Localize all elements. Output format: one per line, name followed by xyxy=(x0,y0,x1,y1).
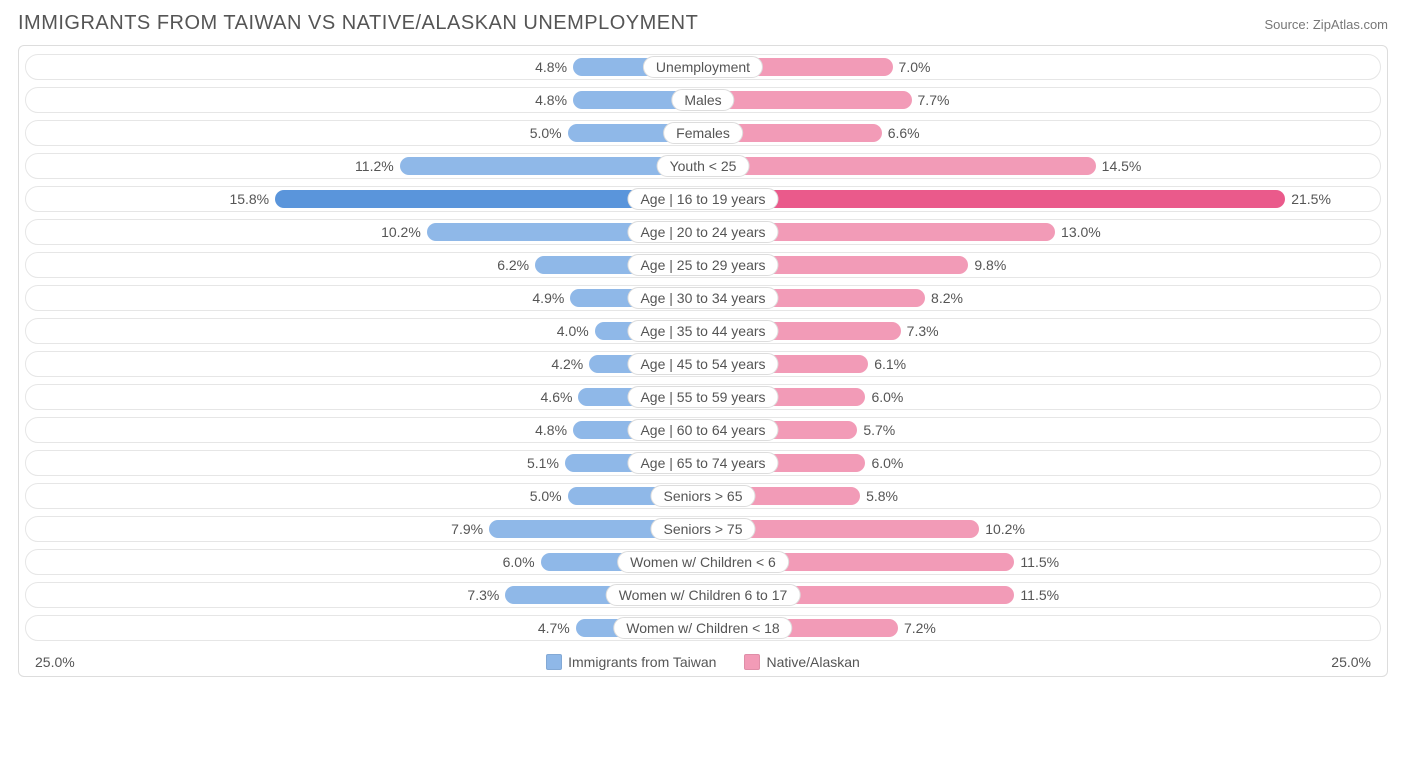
chart-row: 7.9% 10.2% Seniors > 75 xyxy=(25,516,1381,542)
category-label: Age | 35 to 44 years xyxy=(627,320,778,342)
value-right: 5.7% xyxy=(863,422,895,438)
value-right: 6.6% xyxy=(888,125,920,141)
value-left: 4.2% xyxy=(551,356,583,372)
value-right: 8.2% xyxy=(931,290,963,306)
value-left: 6.2% xyxy=(497,257,529,273)
category-label: Youth < 25 xyxy=(657,155,750,177)
value-right: 9.8% xyxy=(974,257,1006,273)
bar-right xyxy=(703,190,1285,208)
value-left: 4.0% xyxy=(557,323,589,339)
chart-row: 5.0% 6.6% Females xyxy=(25,120,1381,146)
value-left: 6.0% xyxy=(503,554,535,570)
value-left: 11.2% xyxy=(355,158,394,174)
value-left: 4.8% xyxy=(535,422,567,438)
category-label: Seniors > 65 xyxy=(651,485,756,507)
value-left: 4.7% xyxy=(538,620,570,636)
chart-row: 4.2% 6.1% Age | 45 to 54 years xyxy=(25,351,1381,377)
category-label: Unemployment xyxy=(643,56,763,78)
category-label: Females xyxy=(663,122,743,144)
category-label: Males xyxy=(671,89,734,111)
chart-row: 6.0% 11.5% Women w/ Children < 6 xyxy=(25,549,1381,575)
chart-axis: 25.0% Immigrants from Taiwan Native/Alas… xyxy=(25,648,1381,672)
value-right: 11.5% xyxy=(1020,554,1059,570)
category-label: Women w/ Children < 18 xyxy=(613,617,792,639)
diverging-bar-chart: 4.8% 7.0% Unemployment 4.8% 7.7% Males 5.0% 6.6… xyxy=(18,45,1388,677)
axis-left-max: 25.0% xyxy=(35,654,75,670)
chart-row: 4.8% 7.0% Unemployment xyxy=(25,54,1381,80)
category-label: Age | 25 to 29 years xyxy=(627,254,778,276)
value-left: 5.0% xyxy=(530,125,562,141)
chart-row: 6.2% 9.8% Age | 25 to 29 years xyxy=(25,252,1381,278)
category-label: Age | 45 to 54 years xyxy=(627,353,778,375)
value-left: 5.0% xyxy=(530,488,562,504)
value-left: 4.6% xyxy=(541,389,573,405)
chart-legend: Immigrants from Taiwan Native/Alaskan xyxy=(546,654,860,670)
chart-row: 4.0% 7.3% Age | 35 to 44 years xyxy=(25,318,1381,344)
category-label: Age | 30 to 34 years xyxy=(627,287,778,309)
value-left: 4.8% xyxy=(535,92,567,108)
chart-row: 4.6% 6.0% Age | 55 to 59 years xyxy=(25,384,1381,410)
value-right: 13.0% xyxy=(1061,224,1101,240)
category-label: Age | 20 to 24 years xyxy=(627,221,778,243)
chart-row: 15.8% 21.5% Age | 16 to 19 years xyxy=(25,186,1381,212)
value-right: 10.2% xyxy=(985,521,1025,537)
category-label: Seniors > 75 xyxy=(651,518,756,540)
value-right: 6.0% xyxy=(871,389,903,405)
value-right: 7.3% xyxy=(907,323,939,339)
legend-label-left: Immigrants from Taiwan xyxy=(568,654,716,670)
value-right: 7.2% xyxy=(904,620,936,636)
value-right: 5.8% xyxy=(866,488,898,504)
legend-swatch-left xyxy=(546,654,562,670)
value-left: 7.3% xyxy=(467,587,499,603)
chart-rows: 4.8% 7.0% Unemployment 4.8% 7.7% Males 5.0% 6.6… xyxy=(25,54,1381,641)
value-left: 5.1% xyxy=(527,455,559,471)
chart-row: 4.9% 8.2% Age | 30 to 34 years xyxy=(25,285,1381,311)
value-left: 7.9% xyxy=(451,521,483,537)
chart-row: 4.8% 5.7% Age | 60 to 64 years xyxy=(25,417,1381,443)
value-left: 15.8% xyxy=(229,191,269,207)
value-right: 6.0% xyxy=(871,455,903,471)
bar-right xyxy=(703,157,1096,175)
legend-item-left: Immigrants from Taiwan xyxy=(546,654,716,670)
value-right: 11.5% xyxy=(1020,587,1059,603)
value-left: 4.9% xyxy=(532,290,564,306)
category-label: Age | 60 to 64 years xyxy=(627,419,778,441)
chart-row: 5.1% 6.0% Age | 65 to 74 years xyxy=(25,450,1381,476)
category-label: Age | 55 to 59 years xyxy=(627,386,778,408)
category-label: Women w/ Children < 6 xyxy=(617,551,789,573)
chart-row: 4.7% 7.2% Women w/ Children < 18 xyxy=(25,615,1381,641)
value-left: 4.8% xyxy=(535,59,567,75)
category-label: Age | 65 to 74 years xyxy=(627,452,778,474)
legend-swatch-right xyxy=(744,654,760,670)
axis-right-max: 25.0% xyxy=(1331,654,1371,670)
value-right: 7.0% xyxy=(899,59,931,75)
value-right: 21.5% xyxy=(1291,191,1331,207)
value-right: 7.7% xyxy=(918,92,950,108)
chart-row: 11.2% 14.5% Youth < 25 xyxy=(25,153,1381,179)
category-label: Women w/ Children 6 to 17 xyxy=(606,584,801,606)
chart-row: 7.3% 11.5% Women w/ Children 6 to 17 xyxy=(25,582,1381,608)
value-left: 10.2% xyxy=(381,224,421,240)
chart-row: 4.8% 7.7% Males xyxy=(25,87,1381,113)
legend-item-right: Native/Alaskan xyxy=(744,654,859,670)
chart-row: 10.2% 13.0% Age | 20 to 24 years xyxy=(25,219,1381,245)
value-right: 6.1% xyxy=(874,356,906,372)
value-right: 14.5% xyxy=(1102,158,1142,174)
chart-header: IMMIGRANTS FROM TAIWAN VS NATIVE/ALASKAN… xyxy=(18,12,1388,35)
legend-label-right: Native/Alaskan xyxy=(766,654,859,670)
chart-source: Source: ZipAtlas.com xyxy=(1264,17,1388,32)
category-label: Age | 16 to 19 years xyxy=(627,188,778,210)
chart-row: 5.0% 5.8% Seniors > 65 xyxy=(25,483,1381,509)
chart-title: IMMIGRANTS FROM TAIWAN VS NATIVE/ALASKAN… xyxy=(18,12,698,35)
